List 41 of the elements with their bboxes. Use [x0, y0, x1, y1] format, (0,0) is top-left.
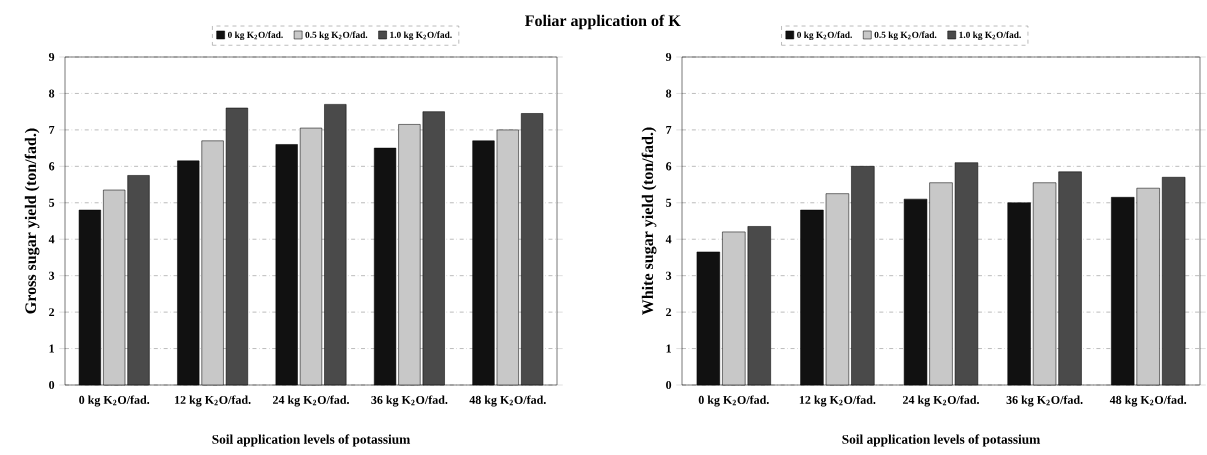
x-tick-label: 12 kg K$_{2}$O/fad. — [175, 395, 251, 407]
legend-label: 0.5 kg K$_{2}$O/fad. — [874, 31, 937, 40]
y-tick-label: 6 — [666, 162, 672, 171]
x-axis-title: Soil application levels of potassium — [842, 434, 1041, 447]
x-tick-label: 24 kg K$_{2}$O/fad. — [273, 395, 349, 407]
x-tick-label: 48 kg K$_{2}$O/fad. — [469, 395, 546, 407]
x-tick-label: 0 kg K$_{2}$O/fad. — [79, 395, 150, 407]
y-tick-label: 9 — [48, 52, 55, 62]
y-tick-label: 2 — [49, 308, 55, 317]
x-tick-label: 36 kg K$_{2}$O/fad. — [371, 395, 448, 407]
y-tick-label: 2 — [666, 308, 672, 317]
y-axis-title: Gross sugar yield (ton/fad.) — [24, 128, 40, 314]
y-tick-label: 5 — [666, 198, 672, 207]
x-tick-label: 36 kg K$_{2}$O/fad. — [1006, 395, 1083, 407]
y-tick-label: 1 — [49, 344, 54, 353]
x-tick-label: 12 kg K$_{2}$O/fad. — [799, 395, 876, 407]
y-tick-label: 8 — [666, 89, 672, 98]
text: Foliar application of K — [525, 14, 681, 30]
y-tick-label: 0 — [666, 380, 672, 390]
legend-label: 0.5 kg K$_{2}$O/fad. — [305, 31, 368, 40]
x-tick-label: 48 kg K$_{2}$O/fad. — [1109, 395, 1187, 407]
y-tick-label: 3 — [666, 271, 672, 280]
y-tick-label: 1 — [666, 344, 671, 353]
y-tick-label: 0 — [49, 380, 55, 390]
legend-label: 1.0 kg K$_{2}$O/fad. — [390, 31, 452, 40]
y-tick-label: 7 — [49, 125, 55, 134]
y-axis-title: White sugar yield (ton/fad.) — [641, 127, 657, 315]
x-axis-title: Soil application levels of potassium — [212, 434, 411, 447]
y-tick-label: 7 — [666, 125, 672, 134]
x-tick-label: 0 kg K$_{2}$O/fad. — [698, 395, 769, 407]
y-tick-label: 6 — [49, 162, 55, 171]
y-tick-label: 5 — [49, 198, 55, 207]
y-tick-label: 4 — [665, 235, 672, 244]
y-tick-label: 9 — [665, 52, 672, 62]
legend-label: 1.0 kg K$_{2}$O/fad. — [959, 31, 1021, 40]
legend-label: 0 kg K$_{2}$O/fad. — [227, 31, 283, 40]
x-tick-label: 24 kg K$_{2}$O/fad. — [903, 395, 979, 407]
legend-label: 0 kg K$_{2}$O/fad. — [797, 31, 852, 40]
y-tick-label: 4 — [48, 235, 55, 244]
y-tick-label: 3 — [49, 271, 55, 280]
y-tick-label: 8 — [49, 89, 55, 98]
